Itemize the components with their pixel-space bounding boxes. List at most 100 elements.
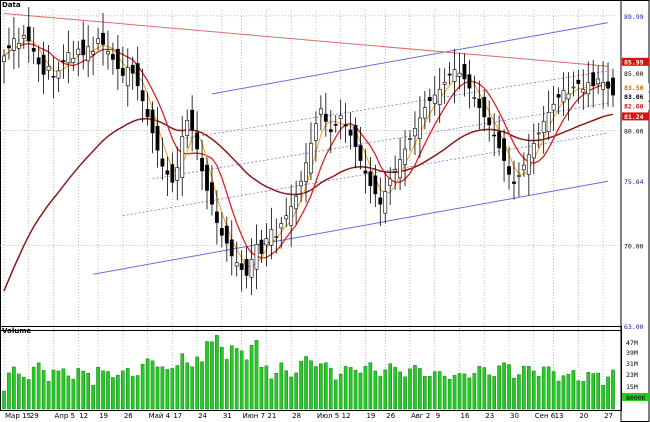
candle-body <box>492 134 497 137</box>
candle-body <box>521 164 526 171</box>
volume-bar <box>378 375 383 410</box>
volume-axis-label: 15M <box>626 383 638 391</box>
volume-bar <box>611 369 615 410</box>
candle-body <box>210 182 214 205</box>
volume-bar <box>130 375 135 410</box>
candle-body <box>581 88 586 93</box>
volume-bar <box>229 345 234 410</box>
volume-bar <box>17 373 21 410</box>
volume-bar <box>363 365 368 410</box>
volume-bar <box>418 368 422 410</box>
candle-body <box>467 74 472 89</box>
channel-line <box>93 180 609 275</box>
volume-bar <box>333 379 338 410</box>
volume-bar <box>61 368 66 410</box>
candle-body <box>561 90 566 103</box>
volume-bar <box>165 369 170 410</box>
candle-body <box>155 125 160 151</box>
x-tick-label: 19 <box>99 412 108 420</box>
candle-body <box>200 158 204 172</box>
x-tick-label: 27 <box>604 412 613 420</box>
candle-body <box>571 86 576 89</box>
price-panel-title: Data <box>2 1 21 9</box>
candle-body <box>596 78 601 85</box>
candle-body <box>318 108 323 115</box>
candle-body <box>31 47 36 52</box>
candle-body <box>328 129 333 133</box>
candle-body <box>546 111 551 133</box>
candle-body <box>289 206 294 226</box>
volume-bar <box>467 377 472 410</box>
candle-body <box>566 93 571 100</box>
volume-bar <box>527 366 531 410</box>
volume-bar <box>96 366 100 410</box>
volume-bar <box>264 365 269 410</box>
candle-body <box>91 51 96 55</box>
candle-body <box>76 48 81 55</box>
candle-body <box>26 26 31 42</box>
last-price-marker-label: 83.06 <box>624 93 644 101</box>
candle-body <box>294 195 299 210</box>
volume-bar <box>556 380 561 410</box>
volume-bar <box>423 376 427 410</box>
volume-bar <box>51 369 56 410</box>
x-tick-label: Авг 2 <box>411 412 430 420</box>
candle-body <box>56 70 61 79</box>
candle-body <box>462 64 467 80</box>
candle-body <box>101 32 105 45</box>
volume-bar <box>343 366 348 410</box>
volume-bar <box>398 371 402 410</box>
candle-body <box>244 259 249 276</box>
volume-bar <box>76 368 81 410</box>
volume-bar <box>462 373 467 410</box>
volume-bar <box>284 370 289 410</box>
candle-body <box>353 124 358 148</box>
candle-body <box>16 43 21 49</box>
volume-bar <box>234 348 239 410</box>
candle-body <box>125 67 130 87</box>
candle-body <box>229 239 234 257</box>
candle-body <box>333 124 338 126</box>
volume-bar <box>314 366 318 410</box>
volume-axis-label: 31M <box>626 360 638 368</box>
candle-body <box>606 81 610 89</box>
volume-bar <box>571 370 576 410</box>
last-price-marker-bg <box>622 101 649 110</box>
candle-body <box>160 158 165 167</box>
candle-body <box>531 142 536 159</box>
last-price-marker-label: 83.50 <box>624 84 644 92</box>
candle-body <box>408 138 412 140</box>
candle-body <box>71 57 76 63</box>
candle-body <box>259 239 264 254</box>
volume-panel-frame <box>0 326 622 411</box>
volume-bar <box>31 366 36 410</box>
volume-bar <box>536 375 541 410</box>
volume-bar <box>22 376 26 410</box>
volume-bar <box>512 377 516 410</box>
volume-bar <box>353 370 358 410</box>
volume-bar <box>269 378 274 410</box>
candle-body <box>348 129 353 136</box>
candle-body <box>502 138 506 161</box>
volume-bar <box>383 369 388 410</box>
volume-bar <box>195 356 199 410</box>
channel-line <box>211 22 609 95</box>
candle-body <box>66 52 71 64</box>
volume-bar <box>502 362 506 410</box>
volume-bar <box>180 353 185 410</box>
x-tick-label: 21 <box>267 412 276 420</box>
volume-bar <box>428 376 432 410</box>
volume-axis-label: 23M <box>626 371 638 379</box>
candle-body <box>427 97 432 102</box>
ma-slow-line <box>3 113 614 292</box>
volume-bar <box>135 375 140 410</box>
volume-bar <box>91 384 95 410</box>
candle-body <box>497 131 502 149</box>
volume-bar <box>408 368 412 410</box>
last-price-marker-label: 81.24 <box>624 113 644 121</box>
volume-bar <box>279 362 284 410</box>
candle-body <box>274 236 279 238</box>
x-tick-label: 24 <box>198 412 207 420</box>
